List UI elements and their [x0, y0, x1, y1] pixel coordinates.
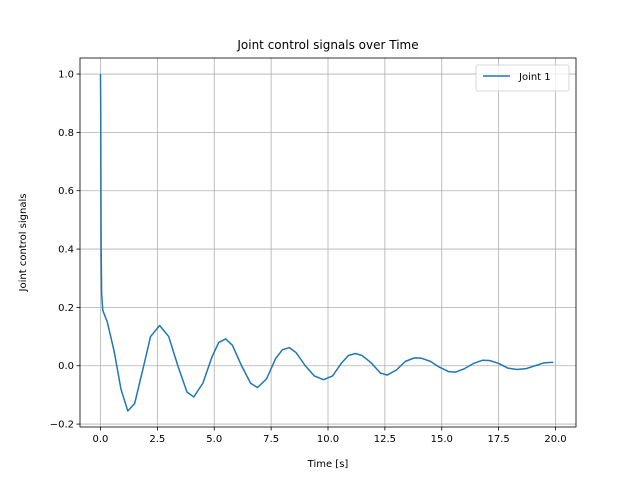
x-tick-label: 0.0 [93, 434, 109, 445]
y-tick-label: 0.4 [58, 245, 74, 256]
y-axis-label: Joint control signals [18, 194, 29, 293]
x-tick-label: 10.0 [317, 434, 339, 445]
x-tick-label: 15.0 [431, 434, 453, 445]
x-axis: 0.0 2.5 5.0 7.5 10.0 12.5 15.0 17.5 20.0 [93, 427, 567, 445]
x-tick-label: 17.5 [488, 434, 510, 445]
series-layer [99, 74, 554, 412]
x-tick-label: 20.0 [544, 434, 566, 445]
y-tick-label: −0.2 [50, 420, 74, 431]
y-tick-label: 0.6 [58, 186, 74, 197]
y-tick-label: 0.2 [58, 303, 74, 314]
y-tick-label: 1.0 [58, 70, 74, 81]
plot-area [79, 57, 577, 428]
y-tick-label: 0.0 [58, 361, 74, 372]
x-tick-label: 2.5 [149, 434, 165, 445]
x-tick-label: 12.5 [374, 434, 396, 445]
chart-title: Joint control signals over Time [236, 38, 418, 52]
series-line-1 [99, 74, 554, 412]
y-tick-label: 0.8 [58, 128, 74, 139]
legend: Joint 1 [475, 64, 570, 92]
y-axis: −0.2 0.0 0.2 0.4 0.6 0.8 1.0 [50, 70, 80, 431]
legend-frame [475, 64, 570, 92]
x-tick-label: 5.0 [206, 434, 222, 445]
x-tick-label: 7.5 [263, 434, 279, 445]
legend-label-joint-1: Joint 1 [518, 72, 551, 83]
x-axis-label: Time [s] [307, 459, 349, 470]
